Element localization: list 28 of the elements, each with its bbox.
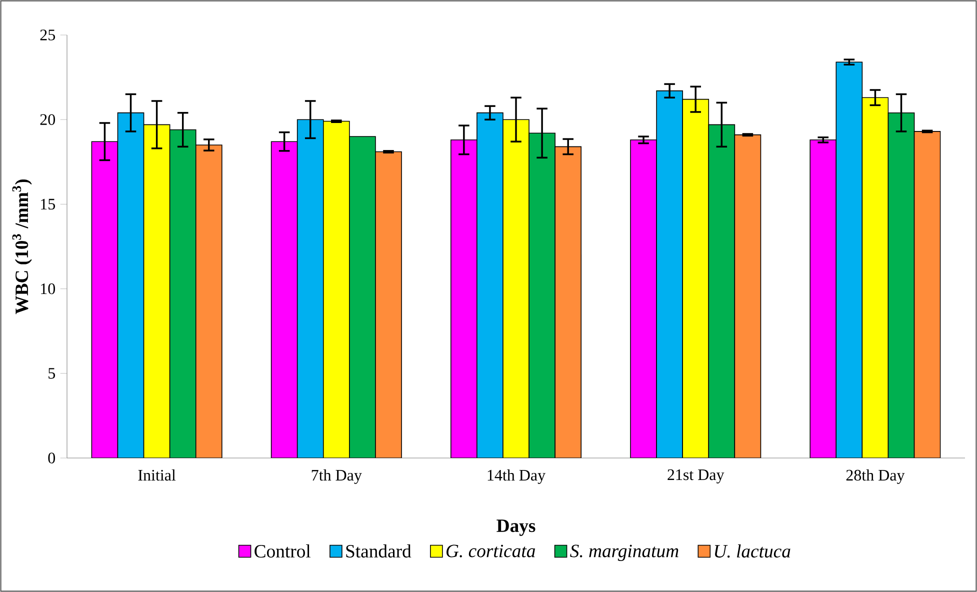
legend-label: Standard bbox=[346, 544, 412, 558]
legend-label: S. marginatum bbox=[570, 544, 678, 562]
legend-label: U. lactuca bbox=[714, 544, 790, 558]
bar bbox=[630, 140, 657, 458]
bar bbox=[195, 144, 222, 458]
y-tick-label: 0 bbox=[48, 452, 56, 464]
x-tick-label: Initial bbox=[138, 469, 176, 481]
bar bbox=[810, 140, 837, 458]
bar bbox=[450, 140, 478, 458]
y-tick-label: 10 bbox=[41, 283, 56, 294]
y-axis-title: WBC (10$^{3}$ /mm$^{3}$) bbox=[12, 179, 32, 314]
bar bbox=[734, 134, 762, 458]
bar bbox=[554, 146, 582, 458]
y-tick-label: 20 bbox=[40, 114, 56, 125]
x-tick-label: 28th Day bbox=[846, 469, 905, 484]
y-tick-label: 5 bbox=[48, 368, 56, 379]
bar bbox=[375, 151, 402, 458]
legend-label: Control bbox=[254, 544, 311, 558]
x-tick-label: 21st Day bbox=[668, 469, 724, 484]
y-tick-label: 15 bbox=[41, 198, 56, 210]
bar bbox=[91, 141, 118, 458]
x-tick-label: 14th Day bbox=[488, 469, 546, 484]
y-tick-label: 25 bbox=[40, 30, 56, 40]
x-tick-label: 7th Day bbox=[312, 469, 362, 484]
legend-label: G. corticata bbox=[446, 544, 536, 558]
x-axis-title: Days bbox=[496, 520, 536, 536]
bar bbox=[914, 131, 941, 458]
bar bbox=[270, 141, 298, 458]
